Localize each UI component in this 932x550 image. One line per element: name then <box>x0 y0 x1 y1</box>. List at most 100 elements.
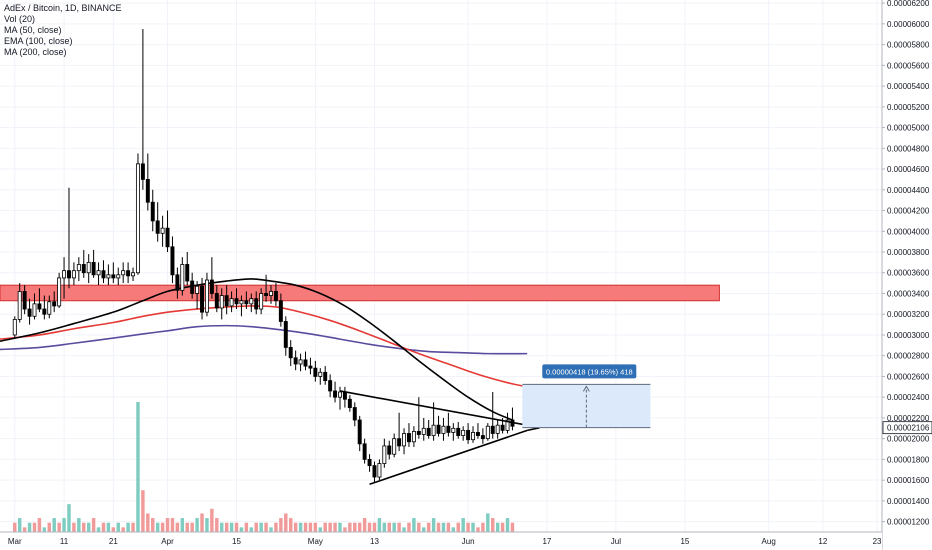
volume-bar <box>431 518 436 532</box>
price-tick-label: 0.00005200 <box>887 103 930 112</box>
price-range-measure[interactable]: 0.00000418 (19.65%) 418 <box>522 364 651 429</box>
candle-body <box>402 433 407 447</box>
chart-legend: AdEx / Bitcoin, 1D, BINANCE Vol (20) MA … <box>4 3 122 58</box>
candle-body <box>214 293 219 309</box>
candle-body <box>264 293 269 296</box>
volume-bar <box>476 527 480 532</box>
volume-bar <box>57 522 61 532</box>
last-price-label: 0.00002106 <box>887 424 930 433</box>
candle-body <box>204 279 209 313</box>
candle-body <box>283 321 288 348</box>
symbol-title[interactable]: AdEx / Bitcoin, 1D, BINANCE <box>4 3 122 13</box>
volume-bar <box>353 522 357 532</box>
price-tick-label: 0.00002200 <box>887 414 930 423</box>
candle-body <box>17 291 22 320</box>
candle-body <box>387 445 392 455</box>
candle-body <box>52 301 57 307</box>
volume-bar <box>42 527 47 532</box>
time-tick-label: Aug <box>762 537 776 546</box>
price-tick-label: 0.00002600 <box>887 372 930 381</box>
candle-body <box>185 264 190 282</box>
triangle-lower-line[interactable] <box>369 429 528 486</box>
volume-bar <box>32 522 37 532</box>
volume-bar <box>510 522 515 532</box>
volume-bar <box>402 527 406 532</box>
price-tick-label: 0.00005400 <box>887 82 930 91</box>
candle-body <box>485 425 490 440</box>
resistance-zone[interactable] <box>0 284 720 302</box>
candle-body <box>47 301 52 315</box>
candle-body <box>195 285 200 294</box>
volume-bar <box>269 527 273 532</box>
volume-bar <box>215 518 219 532</box>
volume-bar <box>116 522 120 532</box>
candle-body <box>362 443 367 460</box>
volume-bar <box>17 518 22 532</box>
volume-bar <box>82 522 86 532</box>
volume-bar <box>136 402 140 532</box>
candle-body <box>471 432 476 441</box>
volume-bar <box>338 522 342 532</box>
price-tick-label: 0.00004800 <box>887 144 930 153</box>
volume-bar <box>170 518 175 532</box>
candle-body <box>446 425 451 433</box>
candle-body <box>244 300 249 305</box>
volume-bar <box>22 527 27 532</box>
time-axis[interactable]: Mar 11 21 Apr 15 May 13 Jun 17 Jul 15 Aug 12 23 <box>0 531 882 550</box>
volume-bar <box>229 522 234 532</box>
volume-bar <box>486 513 490 532</box>
volume-bar <box>436 522 441 532</box>
candle-body <box>298 359 303 365</box>
volume-bar <box>441 522 446 532</box>
time-tick-label: Mar <box>8 537 22 546</box>
volume-bar <box>495 522 500 532</box>
candle-body <box>140 163 145 180</box>
triangle-upper-line[interactable] <box>339 390 528 426</box>
candle-body <box>278 300 283 322</box>
volume-bar <box>382 522 387 532</box>
moving-averages <box>0 278 528 421</box>
candle-body <box>259 293 264 310</box>
legend-volume[interactable]: Vol (20) <box>4 14 36 24</box>
volume-bar <box>357 522 362 532</box>
volume-bar <box>303 522 308 532</box>
volume-bar <box>397 522 401 532</box>
legend-ma50[interactable]: MA (50, close) <box>4 25 62 35</box>
legend-ma200[interactable]: MA (200, close) <box>4 47 67 57</box>
candle-body <box>76 264 81 272</box>
time-tick-label: Jun <box>462 537 475 546</box>
time-axis-background <box>0 532 882 550</box>
price-axis[interactable]: 0.00006200 0.00006000 0.00005800 0.00005600… <box>881 0 932 550</box>
candle-body <box>224 295 229 307</box>
volume-bar <box>451 527 456 532</box>
price-tick-label: 0.00004200 <box>887 207 930 216</box>
candle-body <box>372 465 377 478</box>
price-tick-label: 0.00005000 <box>887 124 930 133</box>
volume-bar <box>323 522 327 532</box>
candle-body <box>229 298 234 307</box>
candle-body <box>406 433 411 443</box>
volume-bar <box>274 522 278 532</box>
price-tick-label: 0.00003200 <box>887 310 930 319</box>
volume-bar <box>348 522 352 532</box>
volume-bar <box>254 522 258 532</box>
price-tick-label: 0.00003400 <box>887 289 930 298</box>
price-tick-label: 0.00001200 <box>887 518 930 527</box>
time-tick-label: 15 <box>232 537 241 546</box>
volume-bar <box>362 518 367 532</box>
candle-body <box>62 270 67 279</box>
volume-bar <box>91 518 96 532</box>
volume-bar <box>500 522 505 532</box>
candle-body <box>175 274 180 291</box>
candle-body <box>155 220 160 234</box>
resistance-zone-rect[interactable] <box>0 284 720 302</box>
volume-bar <box>165 518 170 532</box>
grid <box>0 0 882 532</box>
last-price-badge[interactable] <box>882 421 932 435</box>
price-tick-label: 0.00004400 <box>887 186 930 195</box>
candle-body <box>116 274 121 279</box>
legend-ema100[interactable]: EMA (100, close) <box>4 36 73 46</box>
target-label-text: 0.00000418 (19.65%) 418 <box>546 367 633 376</box>
